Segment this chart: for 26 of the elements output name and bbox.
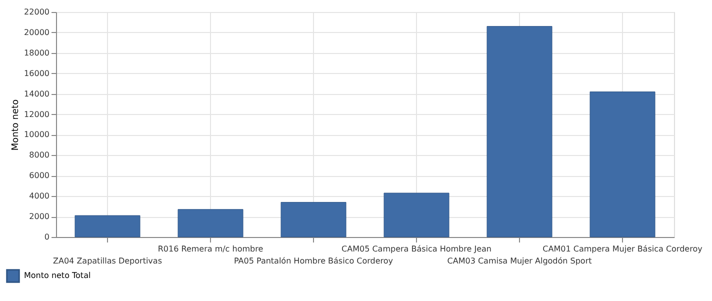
x-tick-label: CAM03 Camisa Mujer Algodón Sport	[447, 256, 592, 266]
bar	[384, 192, 450, 238]
y-tick-label: 16000	[24, 68, 50, 78]
bar	[280, 202, 346, 238]
x-tick-label: CAM05 Campera Básica Hombre Jean	[342, 244, 492, 254]
y-tick-label: 0	[44, 232, 50, 242]
y-tick-label: 4000	[29, 192, 50, 201]
y-tick-label: 8000	[29, 150, 50, 160]
y-tick-label: 20000	[24, 28, 50, 37]
y-tick-label: 6000	[29, 171, 50, 180]
y-tick-label: 12000	[24, 110, 50, 119]
bar	[590, 92, 656, 238]
y-tick-label: 2000	[29, 212, 50, 222]
x-tick-label: CAM01 Campera Mujer Básica Corderoy	[542, 244, 703, 254]
x-tick-label: PA05 Pantalón Hombre Básico Corderoy	[234, 256, 394, 266]
y-tick-label: 18000	[24, 48, 50, 58]
y-tick-label: 14000	[24, 89, 50, 98]
y-tick-label: 10000	[24, 130, 50, 140]
bar	[486, 26, 552, 238]
y-tick-label: 22000	[24, 8, 50, 16]
y-axis-title: Monto neto	[11, 98, 22, 151]
x-tick-label: R016 Remera m/c hombre	[158, 244, 264, 254]
bar	[178, 209, 244, 238]
bar	[74, 215, 140, 238]
x-tick-label: ZA04 Zapatillas Deportivas	[53, 256, 162, 266]
legend-label: Monto neto Total	[24, 271, 91, 280]
